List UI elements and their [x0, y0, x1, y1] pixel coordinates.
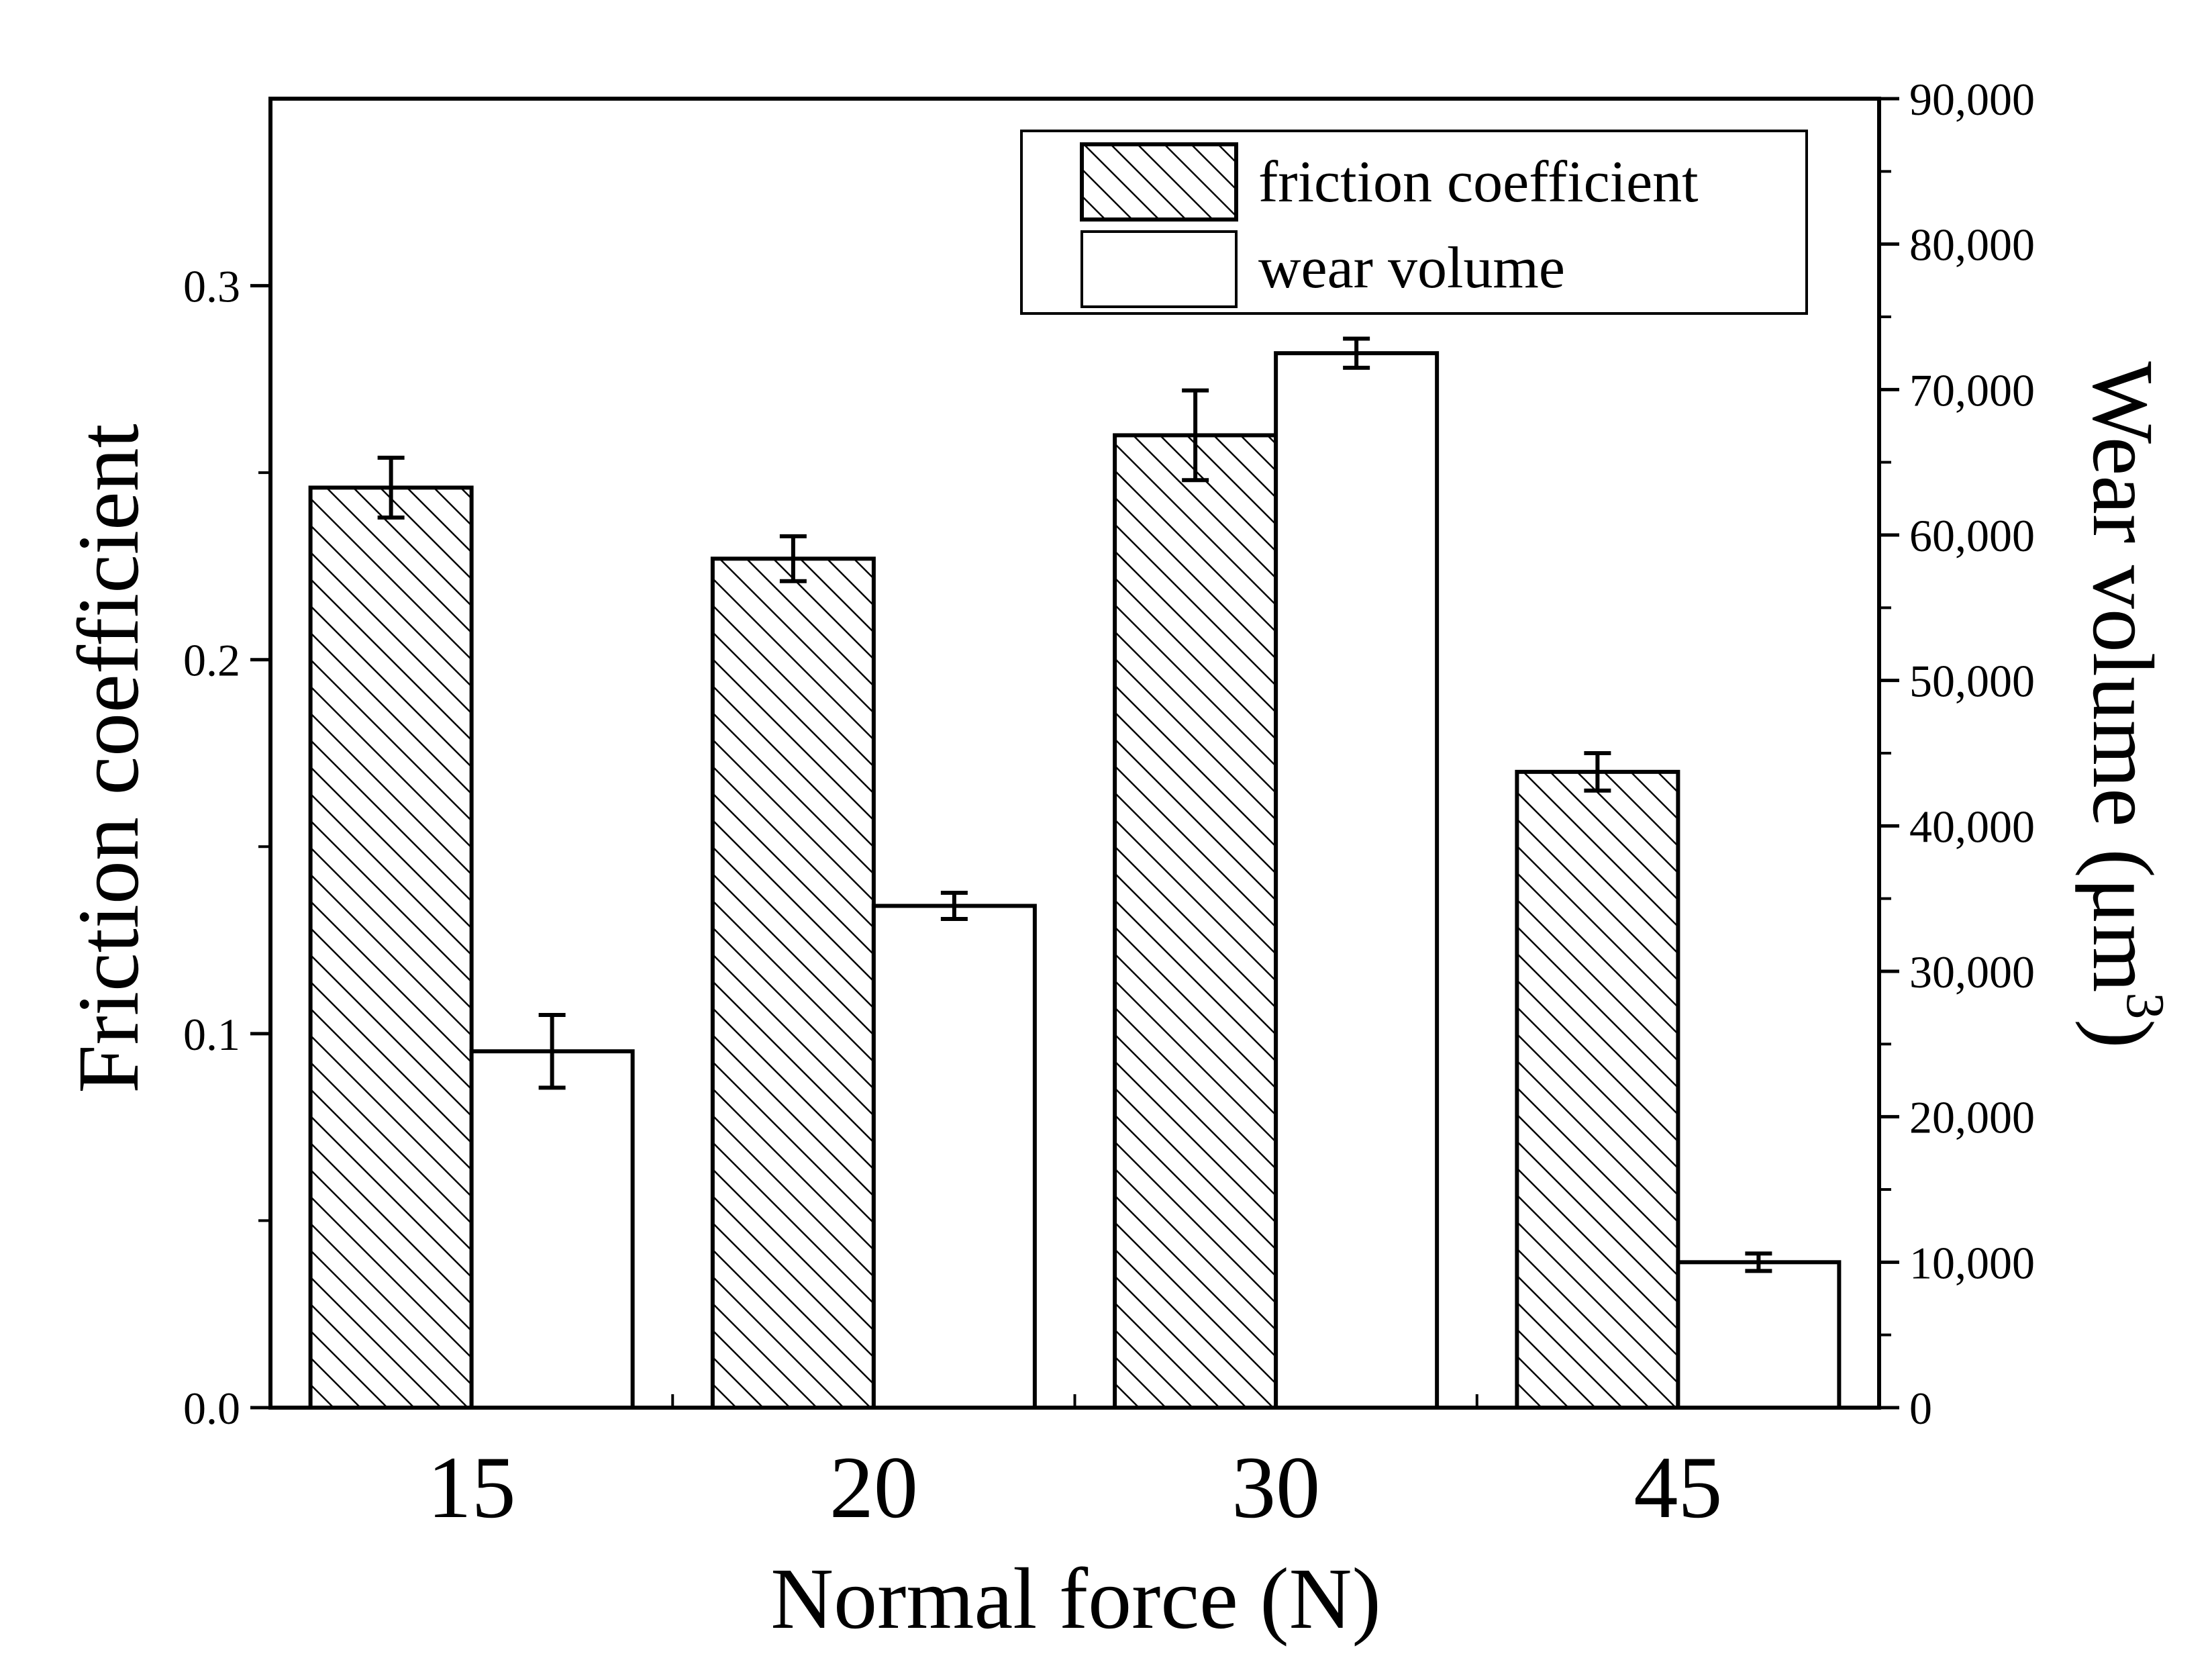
bars-layer — [308, 351, 1842, 1410]
error-bar-friction-30 — [1182, 388, 1209, 483]
y-tick-label-left: 0.1 — [183, 1009, 240, 1060]
y-tick-label-right: 40,000 — [1909, 801, 2035, 852]
y-tick-label-right: 0 — [1909, 1383, 1932, 1434]
x-tick-label-45: 45 — [1633, 1438, 1722, 1537]
x-tick-label-30: 30 — [1231, 1438, 1320, 1537]
y-tick-label-left: 0.2 — [183, 635, 240, 686]
bar-friction-15 — [308, 485, 474, 1410]
bar-friction-45 — [1515, 769, 1680, 1410]
error-bar-wear-15 — [538, 1013, 566, 1090]
error-bar-friction-45 — [1584, 751, 1611, 793]
bar-wear-30 — [1274, 351, 1440, 1410]
y-axis-title-right-main: Wear volume (μm — [2074, 361, 2171, 992]
error-bar-friction-15 — [377, 455, 405, 520]
y-axis-title-right: Wear volume (μm3) — [2074, 361, 2174, 1048]
tick-labels-layer: 15 20 30 45 0.0 0.1 0.2 0.3 0 10,000 20,000 30,000 4… — [183, 74, 2035, 1537]
legend-swatch-wear — [1080, 230, 1238, 308]
y-tick-label-right: 30,000 — [1909, 946, 2035, 998]
bar-wear-45 — [1676, 1260, 1842, 1410]
y-tick-label-left: 0.0 — [183, 1383, 240, 1434]
y-axis-title-left: Friction coefficient — [60, 424, 157, 1093]
error-bar-wear-45 — [1745, 1251, 1772, 1273]
y-tick-label-right: 60,000 — [1909, 510, 2035, 561]
bar-friction-20 — [710, 556, 876, 1410]
x-axis-title: Normal force (N) — [770, 1551, 1381, 1647]
y-tick-label-right: 80,000 — [1909, 220, 2035, 271]
y-tick-label-right: 10,000 — [1909, 1237, 2035, 1288]
y-tick-label-right: 70,000 — [1909, 364, 2035, 416]
y-tick-label-right: 20,000 — [1909, 1092, 2035, 1143]
legend: friction coefficient wear volume — [1020, 130, 1808, 315]
x-tick-label-15: 15 — [428, 1438, 516, 1537]
legend-label-wear: wear volume — [1258, 236, 1565, 301]
error-bar-friction-20 — [779, 534, 807, 583]
bar-wear-20 — [871, 904, 1037, 1410]
y-tick-label-right: 50,000 — [1909, 656, 2035, 707]
legend-swatch-friction — [1080, 142, 1238, 222]
y-axis-title-right-superscript: 3 — [2115, 992, 2174, 1019]
legend-label-friction: friction coefficient — [1258, 150, 1699, 215]
error-bar-wear-20 — [940, 891, 968, 921]
error-bars-layer — [377, 336, 1772, 1273]
x-tick-label-20: 20 — [830, 1438, 918, 1537]
y-tick-label-right: 90,000 — [1909, 74, 2035, 125]
ticks-layer — [250, 97, 1899, 1410]
y-tick-label-left: 0.3 — [183, 261, 240, 312]
bar-friction-30 — [1113, 433, 1278, 1410]
y-axis-title-right-close: ) — [2074, 1019, 2171, 1048]
error-bar-wear-30 — [1343, 336, 1370, 370]
bar-wear-15 — [469, 1049, 635, 1410]
